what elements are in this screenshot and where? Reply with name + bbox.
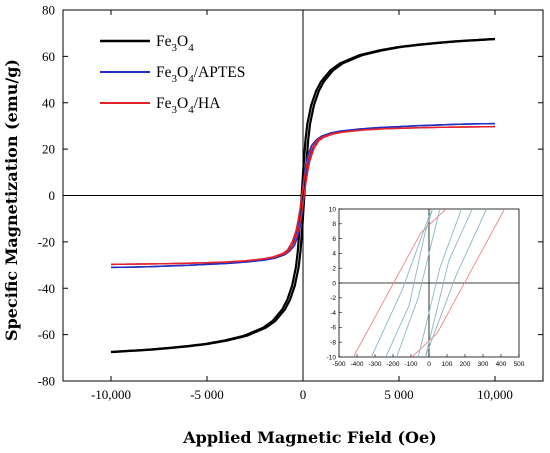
inset-x-tick-label: 200	[460, 361, 471, 368]
inset-y-tick-label: -2	[330, 295, 336, 302]
inset-y-tick-label: 6	[332, 236, 336, 243]
y-tick-label: 40	[42, 95, 55, 110]
y-tick-label: -60	[38, 327, 55, 342]
legend-label-fe3o4-ha: Fe3O4/HA	[156, 95, 221, 116]
inset-x-tick-label: -100	[404, 361, 417, 368]
x-axis-title: Applied Magnetic Field (Oe)	[182, 428, 436, 447]
x-tick-label: 5 000	[384, 387, 413, 402]
y-tick-label: 60	[42, 49, 55, 64]
inset-y-tick-label: 10	[329, 206, 337, 213]
inset-x-tick-label: 300	[478, 361, 489, 368]
inset-series-line-3-branch-1	[370, 209, 434, 357]
y-tick-label: -40	[38, 281, 55, 296]
y-tick-label: 80	[42, 3, 55, 18]
inset-y-tick-label: -4	[330, 310, 336, 317]
x-tick-label: -10,000	[91, 387, 131, 402]
inset-x-tick-label: 0	[427, 361, 431, 368]
inset-x-tick-label: -400	[350, 361, 363, 368]
x-tick-label: 0	[300, 387, 307, 402]
inset-y-tick-label: -10	[327, 354, 337, 361]
inset-x-tick-label: 100	[442, 361, 453, 368]
y-tick-label: 20	[42, 142, 55, 157]
inset-x-tick-label: 400	[496, 361, 507, 368]
x-tick-label: 10,000	[477, 387, 513, 402]
inset-y-tick-label: -8	[330, 340, 336, 347]
inset-y-tick-label: 8	[332, 221, 336, 228]
inset-x-tick-label: -200	[386, 361, 399, 368]
inset-series-line-2-branch-2	[424, 209, 473, 357]
y-tick-label: -80	[38, 374, 55, 389]
inset-y-tick-label: 4	[332, 251, 336, 258]
inset-y-tick-label: 0	[332, 280, 336, 287]
inset-series-line-4-branch-1	[396, 209, 441, 357]
inset-x-tick-label: -300	[368, 361, 381, 368]
inset-x-tick-label: 500	[514, 361, 525, 368]
inset-x-tick-label: -500	[332, 361, 345, 368]
y-tick-label: 0	[49, 188, 56, 203]
y-tick-label: -20	[38, 234, 55, 249]
legend-label-fe3o4-aptes: Fe3O4/APTES	[156, 64, 245, 85]
inset-y-tick-label: 2	[332, 266, 336, 273]
x-tick-label: -5 000	[190, 387, 224, 402]
legend-label-fe3o4: Fe3O4	[156, 33, 194, 54]
inset-series-line-2-branch-1	[385, 209, 434, 357]
inset-y-tick-label: -6	[330, 325, 336, 332]
series-line-fe3o4-ha-descending	[110, 125, 496, 266]
inset-series-line-3-branch-2	[424, 209, 488, 357]
inset-series-line-4-branch-2	[417, 209, 462, 357]
series-line-fe3o4-descending	[110, 37, 496, 354]
y-axis-title: Specific Magnetization (emu/g)	[2, 59, 21, 341]
